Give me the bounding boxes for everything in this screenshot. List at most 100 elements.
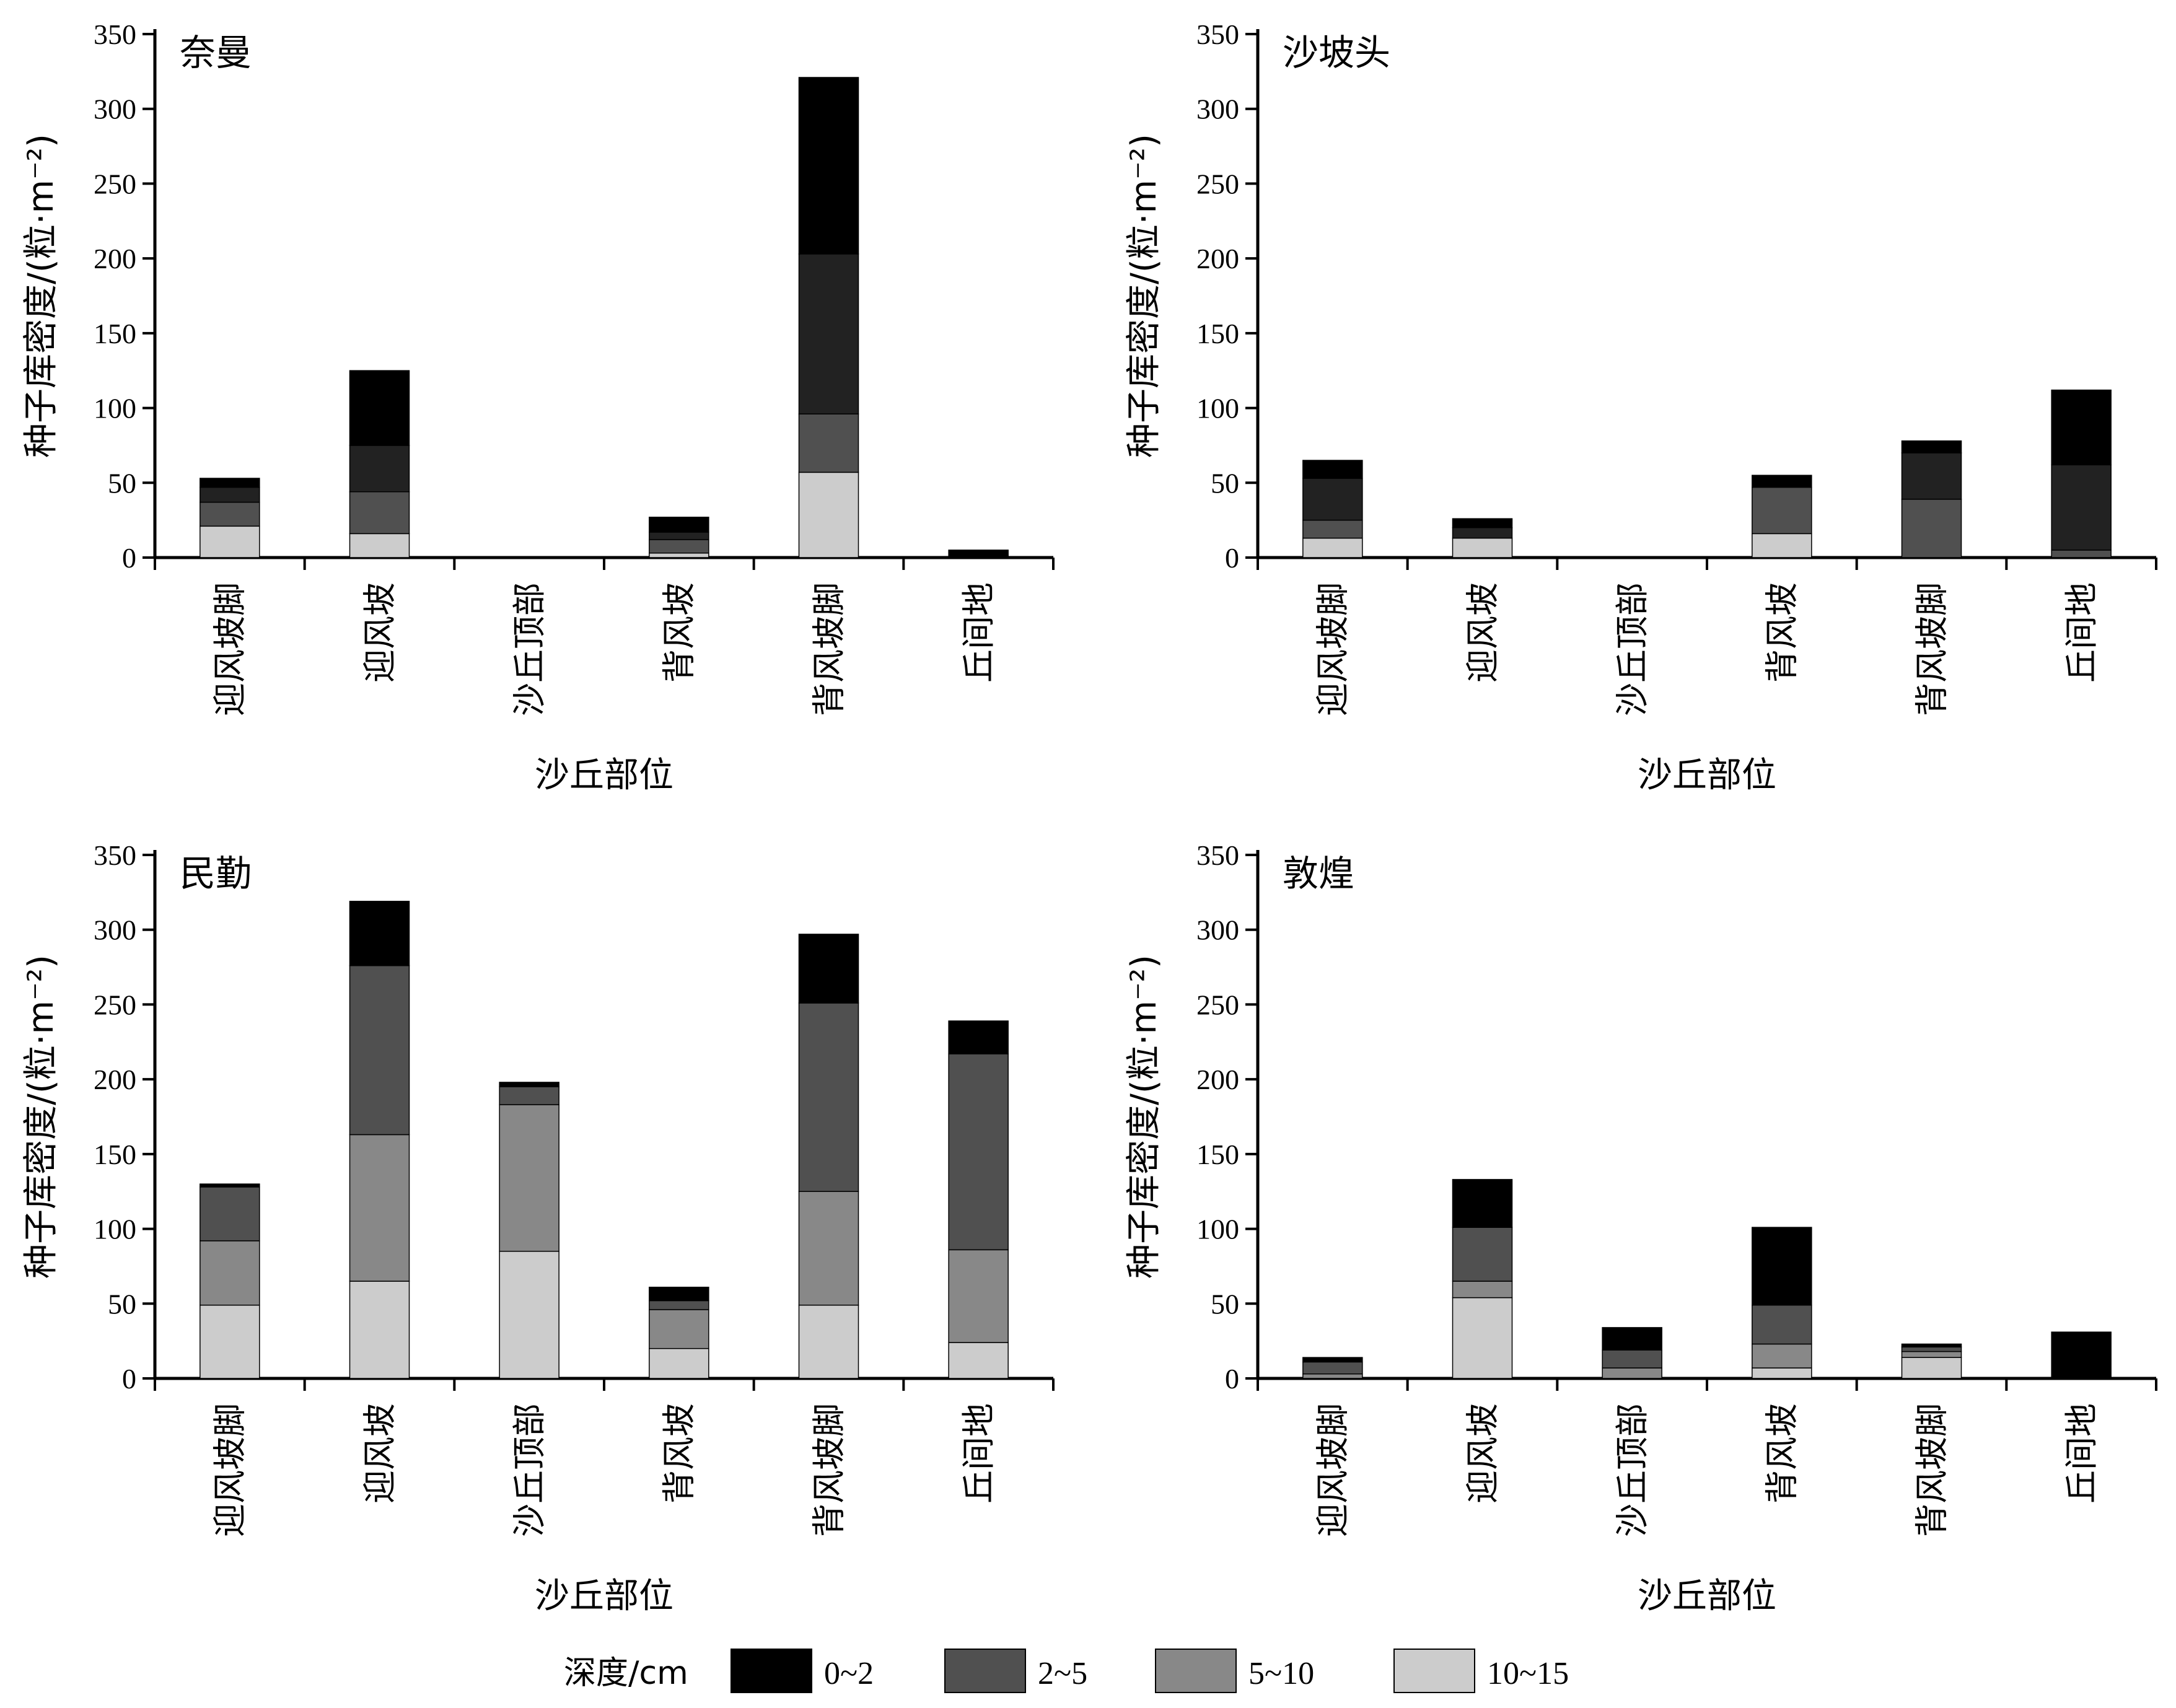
bar-segment-5~10-迎风坡 bbox=[349, 491, 410, 535]
legend-label: 10~15 bbox=[1487, 1656, 1569, 1691]
y-axis-title: 种子库密度/(粒·m⁻²) bbox=[1124, 134, 1164, 458]
y-tick-label: 350 bbox=[1196, 839, 1239, 871]
category-label: 背风坡脚 bbox=[809, 1403, 848, 1537]
bar-segment-10~15-迎风坡脚 bbox=[200, 1304, 260, 1379]
chart-panel-0: 0 50 100 150 200 250 300 350 迎风坡脚 迎风坡 沙丘顶部 背风坡 背风坡脚 丘… bbox=[21, 19, 1055, 795]
y-tick-label: 100 bbox=[1196, 1214, 1239, 1245]
bar-segment-0~2-沙丘顶部 bbox=[499, 1082, 559, 1087]
bar-segment-2~5-迎风坡 bbox=[1452, 1227, 1513, 1282]
bar-segment-5~10-沙丘顶部 bbox=[1602, 1367, 1662, 1379]
category-label: 沙丘顶部 bbox=[1613, 1403, 1652, 1537]
legend-label: 5~10 bbox=[1248, 1656, 1314, 1691]
category-label: 迎风坡脚 bbox=[1314, 1403, 1353, 1537]
category-label: 沙丘顶部 bbox=[510, 582, 549, 716]
bar-segment-5~10-沙丘顶部 bbox=[499, 1104, 559, 1252]
category-label: 背风坡 bbox=[1763, 1403, 1802, 1504]
bar-segment-5~10-背风坡脚 bbox=[1901, 499, 1962, 558]
y-tick-label: 200 bbox=[1196, 243, 1239, 274]
category-label: 迎风坡 bbox=[1463, 1403, 1502, 1504]
bar-segment-0~2-背风坡 bbox=[649, 1286, 709, 1302]
y-axis-title: 种子库密度/(粒·m⁻²) bbox=[1124, 955, 1164, 1279]
category-label: 丘间地 bbox=[2062, 1403, 2101, 1504]
bar-segment-5~10-背风坡脚 bbox=[1901, 1351, 1962, 1358]
bar-segment-5~10-迎风坡脚 bbox=[200, 501, 260, 527]
y-tick-label: 50 bbox=[1211, 1288, 1239, 1320]
bar-segment-10~15-迎风坡 bbox=[1452, 1297, 1513, 1379]
y-tick-label: 50 bbox=[1211, 467, 1239, 499]
category-label: 丘间地 bbox=[959, 582, 998, 683]
bar-segment-0~2-迎风坡脚 bbox=[200, 1183, 260, 1188]
bar-segment-10~15-丘间地 bbox=[948, 1342, 1009, 1379]
y-tick-label: 350 bbox=[1196, 19, 1239, 50]
bar-segment-0~2-背风坡脚 bbox=[798, 77, 859, 255]
category-label: 迎风坡脚 bbox=[211, 582, 250, 716]
y-tick-label: 350 bbox=[94, 19, 136, 50]
bar-segment-5~10-背风坡脚 bbox=[798, 413, 859, 473]
bar-segment-0~2-沙丘顶部 bbox=[1602, 1327, 1662, 1351]
y-tick-label: 100 bbox=[1196, 393, 1239, 424]
bar-segment-10~15-背风坡 bbox=[1752, 1367, 1812, 1379]
y-tick-label: 200 bbox=[94, 1064, 136, 1095]
bar-segment-5~10-迎风坡 bbox=[349, 1134, 410, 1282]
bar-segment-10~15-迎风坡脚 bbox=[1302, 537, 1363, 558]
legend: 深度/cm 0~2 2~5 5~10 10~15 bbox=[564, 1649, 1569, 1693]
bar-segment-2~5-背风坡 bbox=[1752, 1304, 1812, 1345]
y-tick-label: 0 bbox=[122, 542, 136, 574]
legend-label: 2~5 bbox=[1038, 1656, 1087, 1691]
legend-label: 0~2 bbox=[824, 1656, 874, 1691]
bar-segment-2~5-背风坡 bbox=[649, 532, 709, 540]
y-tick-label: 50 bbox=[108, 1288, 136, 1320]
chart-panel-3: 0 50 100 150 200 250 300 350 迎风坡脚 迎风坡 沙丘顶部 背风坡 背风坡脚 丘… bbox=[1124, 839, 2157, 1616]
y-tick-label: 50 bbox=[108, 467, 136, 499]
y-tick-label: 150 bbox=[94, 318, 136, 349]
bar-segment-0~2-背风坡脚 bbox=[798, 934, 859, 1004]
bar-segment-2~5-沙丘顶部 bbox=[1602, 1349, 1662, 1369]
bar-segment-10~15-背风坡 bbox=[649, 553, 709, 558]
bar-segment-0~2-背风坡 bbox=[1752, 1227, 1812, 1306]
bar-segment-5~10-迎风坡 bbox=[1452, 1281, 1513, 1299]
bar-segment-2~5-迎风坡脚 bbox=[1302, 1361, 1363, 1375]
bar-segment-5~10-背风坡脚 bbox=[798, 1191, 859, 1306]
bar-segment-5~10-背风坡 bbox=[649, 1309, 709, 1349]
bar-segment-5~10-迎风坡脚 bbox=[200, 1240, 260, 1306]
category-label: 迎风坡 bbox=[360, 582, 399, 683]
bar-segment-0~2-迎风坡 bbox=[349, 370, 410, 446]
bar-segment-2~5-沙丘顶部 bbox=[499, 1086, 559, 1105]
bar-segment-0~2-丘间地 bbox=[948, 550, 1009, 558]
y-tick-label: 200 bbox=[1196, 1064, 1239, 1095]
legend-swatch-2~5 bbox=[944, 1649, 1026, 1693]
panel-title: 奈曼 bbox=[180, 32, 252, 74]
bar-segment-0~2-背风坡脚 bbox=[1901, 440, 1962, 453]
bar-segment-0~2-丘间地 bbox=[2051, 1331, 2112, 1379]
bar-segment-10~15-迎风坡 bbox=[349, 533, 410, 558]
chart-panel-2: 0 50 100 150 200 250 300 350 迎风坡脚 迎风坡 沙丘顶部 背风坡 背风坡脚 丘… bbox=[21, 839, 1055, 1616]
bar-segment-2~5-迎风坡 bbox=[349, 445, 410, 493]
legend-swatch-10~15 bbox=[1393, 1649, 1475, 1693]
y-tick-label: 150 bbox=[1196, 1139, 1239, 1170]
panel-title: 民勤 bbox=[180, 852, 252, 895]
y-tick-label: 250 bbox=[94, 989, 136, 1020]
bar-segment-0~2-背风坡 bbox=[649, 517, 709, 533]
bar-segment-0~2-背风坡 bbox=[1752, 475, 1812, 488]
category-label: 丘间地 bbox=[2062, 582, 2101, 683]
category-label: 背风坡脚 bbox=[1912, 582, 1951, 716]
bar-segment-2~5-迎风坡脚 bbox=[1302, 478, 1363, 521]
bar-segment-2~5-背风坡脚 bbox=[1901, 452, 1962, 500]
y-tick-label: 300 bbox=[94, 914, 136, 946]
y-tick-label: 100 bbox=[94, 393, 136, 424]
x-axis-title: 沙丘部位 bbox=[535, 755, 673, 795]
panels: 050100150200250300350迎风坡脚 迎风坡 沙丘顶部 背风坡 背风坡脚丘… bbox=[21, 19, 2157, 1616]
category-label: 沙丘顶部 bbox=[1613, 582, 1652, 716]
bar-segment-2~5-迎风坡脚 bbox=[200, 486, 260, 503]
category-label: 背风坡脚 bbox=[809, 582, 848, 716]
bar-segment-5~10-迎风坡脚 bbox=[1302, 1373, 1363, 1379]
bar-segment-2~5-丘间地 bbox=[948, 1053, 1009, 1251]
bar-segment-10~15-迎风坡 bbox=[349, 1281, 410, 1379]
category-label: 背风坡脚 bbox=[1912, 1403, 1951, 1537]
bar-segment-0~2-迎风坡 bbox=[349, 901, 410, 966]
category-label: 沙丘顶部 bbox=[510, 1403, 549, 1537]
category-label: 背风坡 bbox=[1763, 582, 1802, 683]
bar-segment-10~15-背风坡脚 bbox=[798, 1304, 859, 1379]
bar-segment-0~2-迎风坡 bbox=[1452, 518, 1513, 528]
panel-title: 沙坡头 bbox=[1283, 32, 1390, 74]
